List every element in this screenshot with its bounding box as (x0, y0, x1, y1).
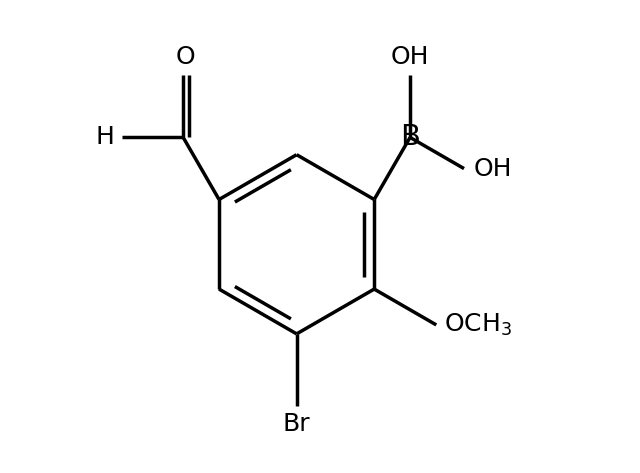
Text: H: H (96, 125, 115, 149)
Text: O: O (176, 45, 196, 69)
Text: OCH$_3$: OCH$_3$ (444, 312, 512, 338)
Text: Br: Br (283, 412, 310, 436)
Text: OH: OH (391, 45, 429, 69)
Text: OH: OH (474, 157, 512, 181)
Text: B: B (400, 123, 420, 151)
